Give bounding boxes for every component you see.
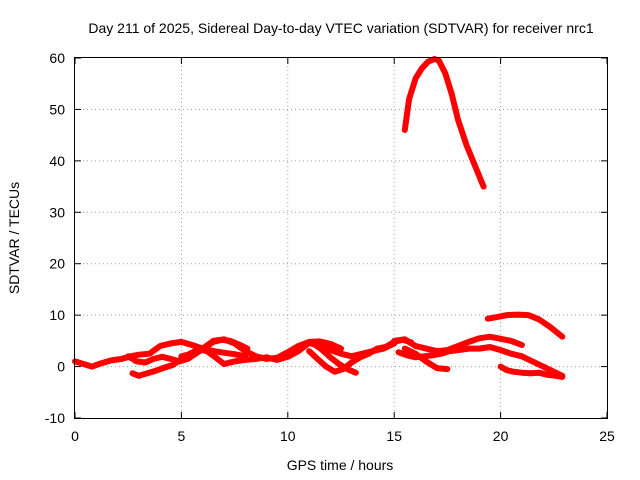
x-tick-label: 25	[599, 428, 615, 444]
y-tick-label: 20	[49, 256, 65, 272]
y-tick-label: 50	[49, 101, 65, 117]
series-line-arc-1	[72, 338, 249, 370]
x-tick-label: 15	[386, 428, 402, 444]
series-line-arc-11	[497, 363, 566, 380]
y-tick-label: 0	[57, 359, 65, 375]
series-line-arc-3	[129, 346, 227, 379]
y-tick-label: 30	[49, 204, 65, 220]
x-tick-label: 10	[280, 428, 296, 444]
series-line-arc-peak	[401, 56, 487, 190]
y-tick-label: 60	[49, 50, 65, 66]
series-layer	[72, 56, 566, 380]
x-tick-label: 20	[493, 428, 509, 444]
plot-frame	[74, 57, 608, 419]
series-line-arc-8	[391, 333, 525, 355]
y-tick-label: 40	[49, 153, 65, 169]
x-tick-label: 5	[178, 428, 186, 444]
tick-layer: 0 5 10 15 20 25 -10 0 10 20 30 40 50 60	[45, 50, 615, 444]
y-axis-label: SDTVAR / TECUs	[6, 182, 22, 294]
y-tick-label: 10	[49, 307, 65, 323]
x-axis-label: GPS time / hours	[287, 457, 394, 473]
y-tick-label: -10	[45, 410, 65, 426]
x-tick-label: 0	[71, 428, 79, 444]
chart-title: Day 211 of 2025, Sidereal Day-to-day VTE…	[88, 20, 593, 36]
series-line-arc-7	[310, 340, 359, 376]
series-line-arc-10	[401, 345, 451, 373]
series-line-arc-high	[484, 311, 566, 340]
